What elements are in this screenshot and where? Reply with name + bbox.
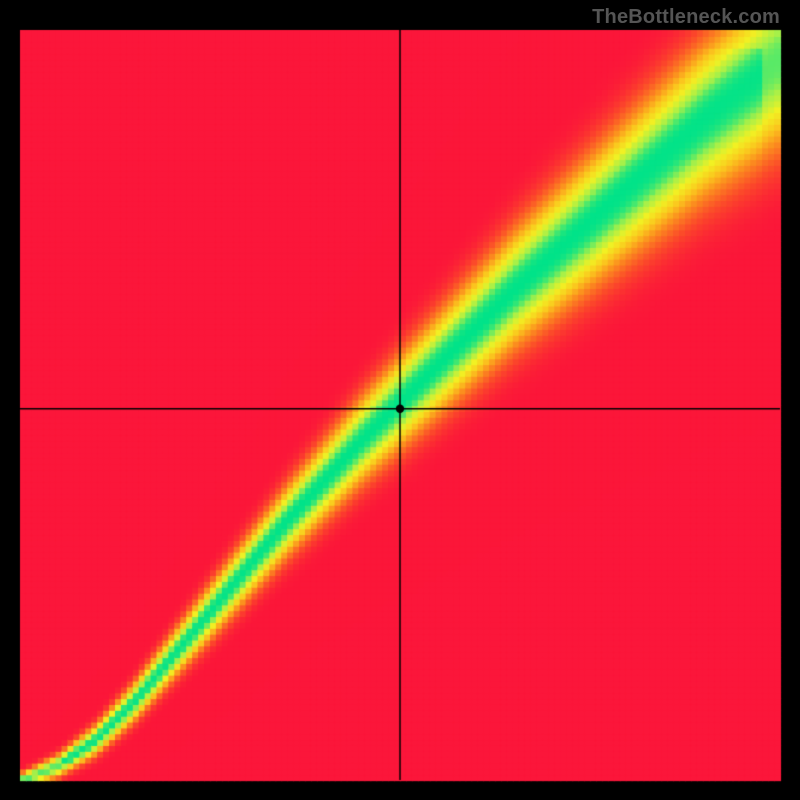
watermark-text: TheBottleneck.com: [592, 6, 780, 29]
bottleneck-heatmap: [0, 0, 800, 800]
chart-frame: TheBottleneck.com: [0, 0, 800, 800]
